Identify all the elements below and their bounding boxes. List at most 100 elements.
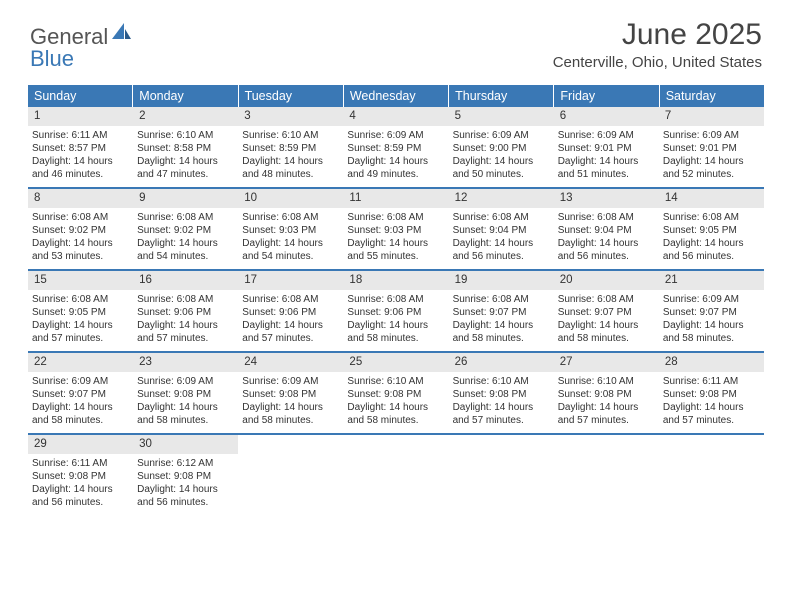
day-number: 24 <box>238 353 343 372</box>
day-cell <box>449 435 554 515</box>
daylight-text: Daylight: 14 hours and 56 minutes. <box>453 237 550 263</box>
day-number: 9 <box>133 189 238 208</box>
daylight-text: Daylight: 14 hours and 46 minutes. <box>32 155 129 181</box>
sunrise-text: Sunrise: 6:09 AM <box>32 375 129 388</box>
sunrise-text: Sunrise: 6:08 AM <box>347 211 444 224</box>
day-cell: 10 Sunrise: 6:08 AMSunset: 9:03 PMDayligh… <box>238 189 343 269</box>
day-number: 18 <box>343 271 448 290</box>
daylight-text: Daylight: 14 hours and 57 minutes. <box>137 319 234 345</box>
day-cell: 25Sunrise: 6:10 AMSunset: 9:08 PMDayligh… <box>343 353 448 433</box>
day-cell: 1Sunrise: 6:11 AMSunset: 8:57 PMDaylight… <box>28 107 133 187</box>
week-row: 22Sunrise: 6:09 AMSunset: 9:07 PMDayligh… <box>28 353 764 435</box>
day-number: 14 <box>659 189 764 208</box>
day-header-mon: Monday <box>133 85 238 107</box>
week-row: 8Sunrise: 6:08 AMSunset: 9:02 PMDaylight… <box>28 189 764 271</box>
day-cell: 2Sunrise: 6:10 AMSunset: 8:58 PMDaylight… <box>133 107 238 187</box>
day-cell: 30Sunrise: 6:12 AMSunset: 9:08 PMDayligh… <box>133 435 238 515</box>
day-header-sat: Saturday <box>660 85 764 107</box>
sunrise-text: Sunrise: 6:08 AM <box>137 293 234 306</box>
day-cell: 6Sunrise: 6:09 AMSunset: 9:01 PMDaylight… <box>554 107 659 187</box>
day-number: 21 <box>659 271 764 290</box>
sunrise-text: Sunrise: 6:11 AM <box>32 129 129 142</box>
day-number: 5 <box>449 107 554 126</box>
day-number: 26 <box>449 353 554 372</box>
sunset-text: Sunset: 8:57 PM <box>32 142 129 155</box>
sunrise-text: Sunrise: 6:10 AM <box>347 375 444 388</box>
day-cell: 14Sunrise: 6:08 AMSunset: 9:05 PMDayligh… <box>659 189 764 269</box>
sunset-text: Sunset: 9:02 PM <box>32 224 129 237</box>
sunset-text: Sunset: 8:59 PM <box>242 142 339 155</box>
daylight-text: Daylight: 14 hours and 58 minutes. <box>558 319 655 345</box>
daylight-text: Daylight: 14 hours and 58 minutes. <box>32 401 129 427</box>
day-number: 28 <box>659 353 764 372</box>
sunrise-text: Sunrise: 6:11 AM <box>32 457 129 470</box>
day-number: 17 <box>238 271 343 290</box>
daylight-text: Daylight: 14 hours and 57 minutes. <box>663 401 760 427</box>
daylight-text: Daylight: 14 hours and 58 minutes. <box>137 401 234 427</box>
sunset-text: Sunset: 9:06 PM <box>242 306 339 319</box>
day-header-wed: Wednesday <box>344 85 449 107</box>
sunrise-text: Sunrise: 6:08 AM <box>32 293 129 306</box>
day-header-row: Sunday Monday Tuesday Wednesday Thursday… <box>28 85 764 107</box>
daylight-text: Daylight: 14 hours and 57 minutes. <box>242 319 339 345</box>
sunrise-text: Sunrise: 6:08 AM <box>347 293 444 306</box>
day-header-sun: Sunday <box>28 85 133 107</box>
sunset-text: Sunset: 9:05 PM <box>32 306 129 319</box>
sunrise-text: Sunrise: 6:12 AM <box>137 457 234 470</box>
day-cell: 27Sunrise: 6:10 AMSunset: 9:08 PMDayligh… <box>554 353 659 433</box>
sunrise-text: Sunrise: 6:08 AM <box>558 293 655 306</box>
sunset-text: Sunset: 9:03 PM <box>347 224 444 237</box>
sunrise-text: Sunrise: 6:10 AM <box>137 129 234 142</box>
day-number: 23 <box>133 353 238 372</box>
day-cell: 18Sunrise: 6:08 AMSunset: 9:06 PMDayligh… <box>343 271 448 351</box>
day-cell: 29Sunrise: 6:11 AMSunset: 9:08 PMDayligh… <box>28 435 133 515</box>
sunset-text: Sunset: 9:07 PM <box>663 306 760 319</box>
brand-sail-icon <box>110 21 132 46</box>
day-number: 29 <box>28 435 133 454</box>
daylight-text: Daylight: 14 hours and 56 minutes. <box>137 483 234 509</box>
day-cell: 28Sunrise: 6:11 AMSunset: 9:08 PMDayligh… <box>659 353 764 433</box>
day-header-tue: Tuesday <box>239 85 344 107</box>
sunset-text: Sunset: 9:07 PM <box>32 388 129 401</box>
sunset-text: Sunset: 8:58 PM <box>137 142 234 155</box>
sunset-text: Sunset: 9:08 PM <box>663 388 760 401</box>
week-row: 29Sunrise: 6:11 AMSunset: 9:08 PMDayligh… <box>28 435 764 515</box>
week-row: 1Sunrise: 6:11 AMSunset: 8:57 PMDaylight… <box>28 107 764 189</box>
day-number: 16 <box>133 271 238 290</box>
sunset-text: Sunset: 9:02 PM <box>137 224 234 237</box>
sunset-text: Sunset: 9:08 PM <box>242 388 339 401</box>
daylight-text: Daylight: 14 hours and 52 minutes. <box>663 155 760 181</box>
day-cell: 15Sunrise: 6:08 AMSunset: 9:05 PMDayligh… <box>28 271 133 351</box>
day-cell <box>554 435 659 515</box>
daylight-text: Daylight: 14 hours and 58 minutes. <box>453 319 550 345</box>
calendar-table: Sunday Monday Tuesday Wednesday Thursday… <box>28 85 764 515</box>
daylight-text: Daylight: 14 hours and 56 minutes. <box>32 483 129 509</box>
day-cell: 8Sunrise: 6:08 AMSunset: 9:02 PMDaylight… <box>28 189 133 269</box>
sunset-text: Sunset: 8:59 PM <box>347 142 444 155</box>
day-cell: 26Sunrise: 6:10 AMSunset: 9:08 PMDayligh… <box>449 353 554 433</box>
title-block: June 2025 Centerville, Ohio, United Stat… <box>553 18 762 71</box>
day-number: 11 <box>343 189 448 208</box>
daylight-text: Daylight: 14 hours and 55 minutes. <box>347 237 444 263</box>
day-cell: 3Sunrise: 6:10 AMSunset: 8:59 PMDaylight… <box>238 107 343 187</box>
daylight-text: Daylight: 14 hours and 51 minutes. <box>558 155 655 181</box>
sunrise-text: Sunrise: 6:09 AM <box>663 293 760 306</box>
daylight-text: Daylight: 14 hours and 53 minutes. <box>32 237 129 263</box>
sunset-text: Sunset: 9:01 PM <box>663 142 760 155</box>
sunrise-text: Sunrise: 6:08 AM <box>32 211 129 224</box>
day-number: 3 <box>238 107 343 126</box>
sunset-text: Sunset: 9:03 PM <box>242 224 339 237</box>
daylight-text: Daylight: 14 hours and 54 minutes. <box>242 237 339 263</box>
sunrise-text: Sunrise: 6:08 AM <box>242 211 339 224</box>
daylight-text: Daylight: 14 hours and 57 minutes. <box>558 401 655 427</box>
day-number: 7 <box>659 107 764 126</box>
day-cell: 4Sunrise: 6:09 AMSunset: 8:59 PMDaylight… <box>343 107 448 187</box>
day-cell: 13Sunrise: 6:08 AMSunset: 9:04 PMDayligh… <box>554 189 659 269</box>
sunrise-text: Sunrise: 6:08 AM <box>453 211 550 224</box>
sunrise-text: Sunrise: 6:08 AM <box>663 211 760 224</box>
day-cell: 12Sunrise: 6:08 AMSunset: 9:04 PMDayligh… <box>449 189 554 269</box>
daylight-text: Daylight: 14 hours and 48 minutes. <box>242 155 339 181</box>
day-cell <box>343 435 448 515</box>
sunset-text: Sunset: 9:07 PM <box>558 306 655 319</box>
day-number: 10 <box>238 189 343 208</box>
